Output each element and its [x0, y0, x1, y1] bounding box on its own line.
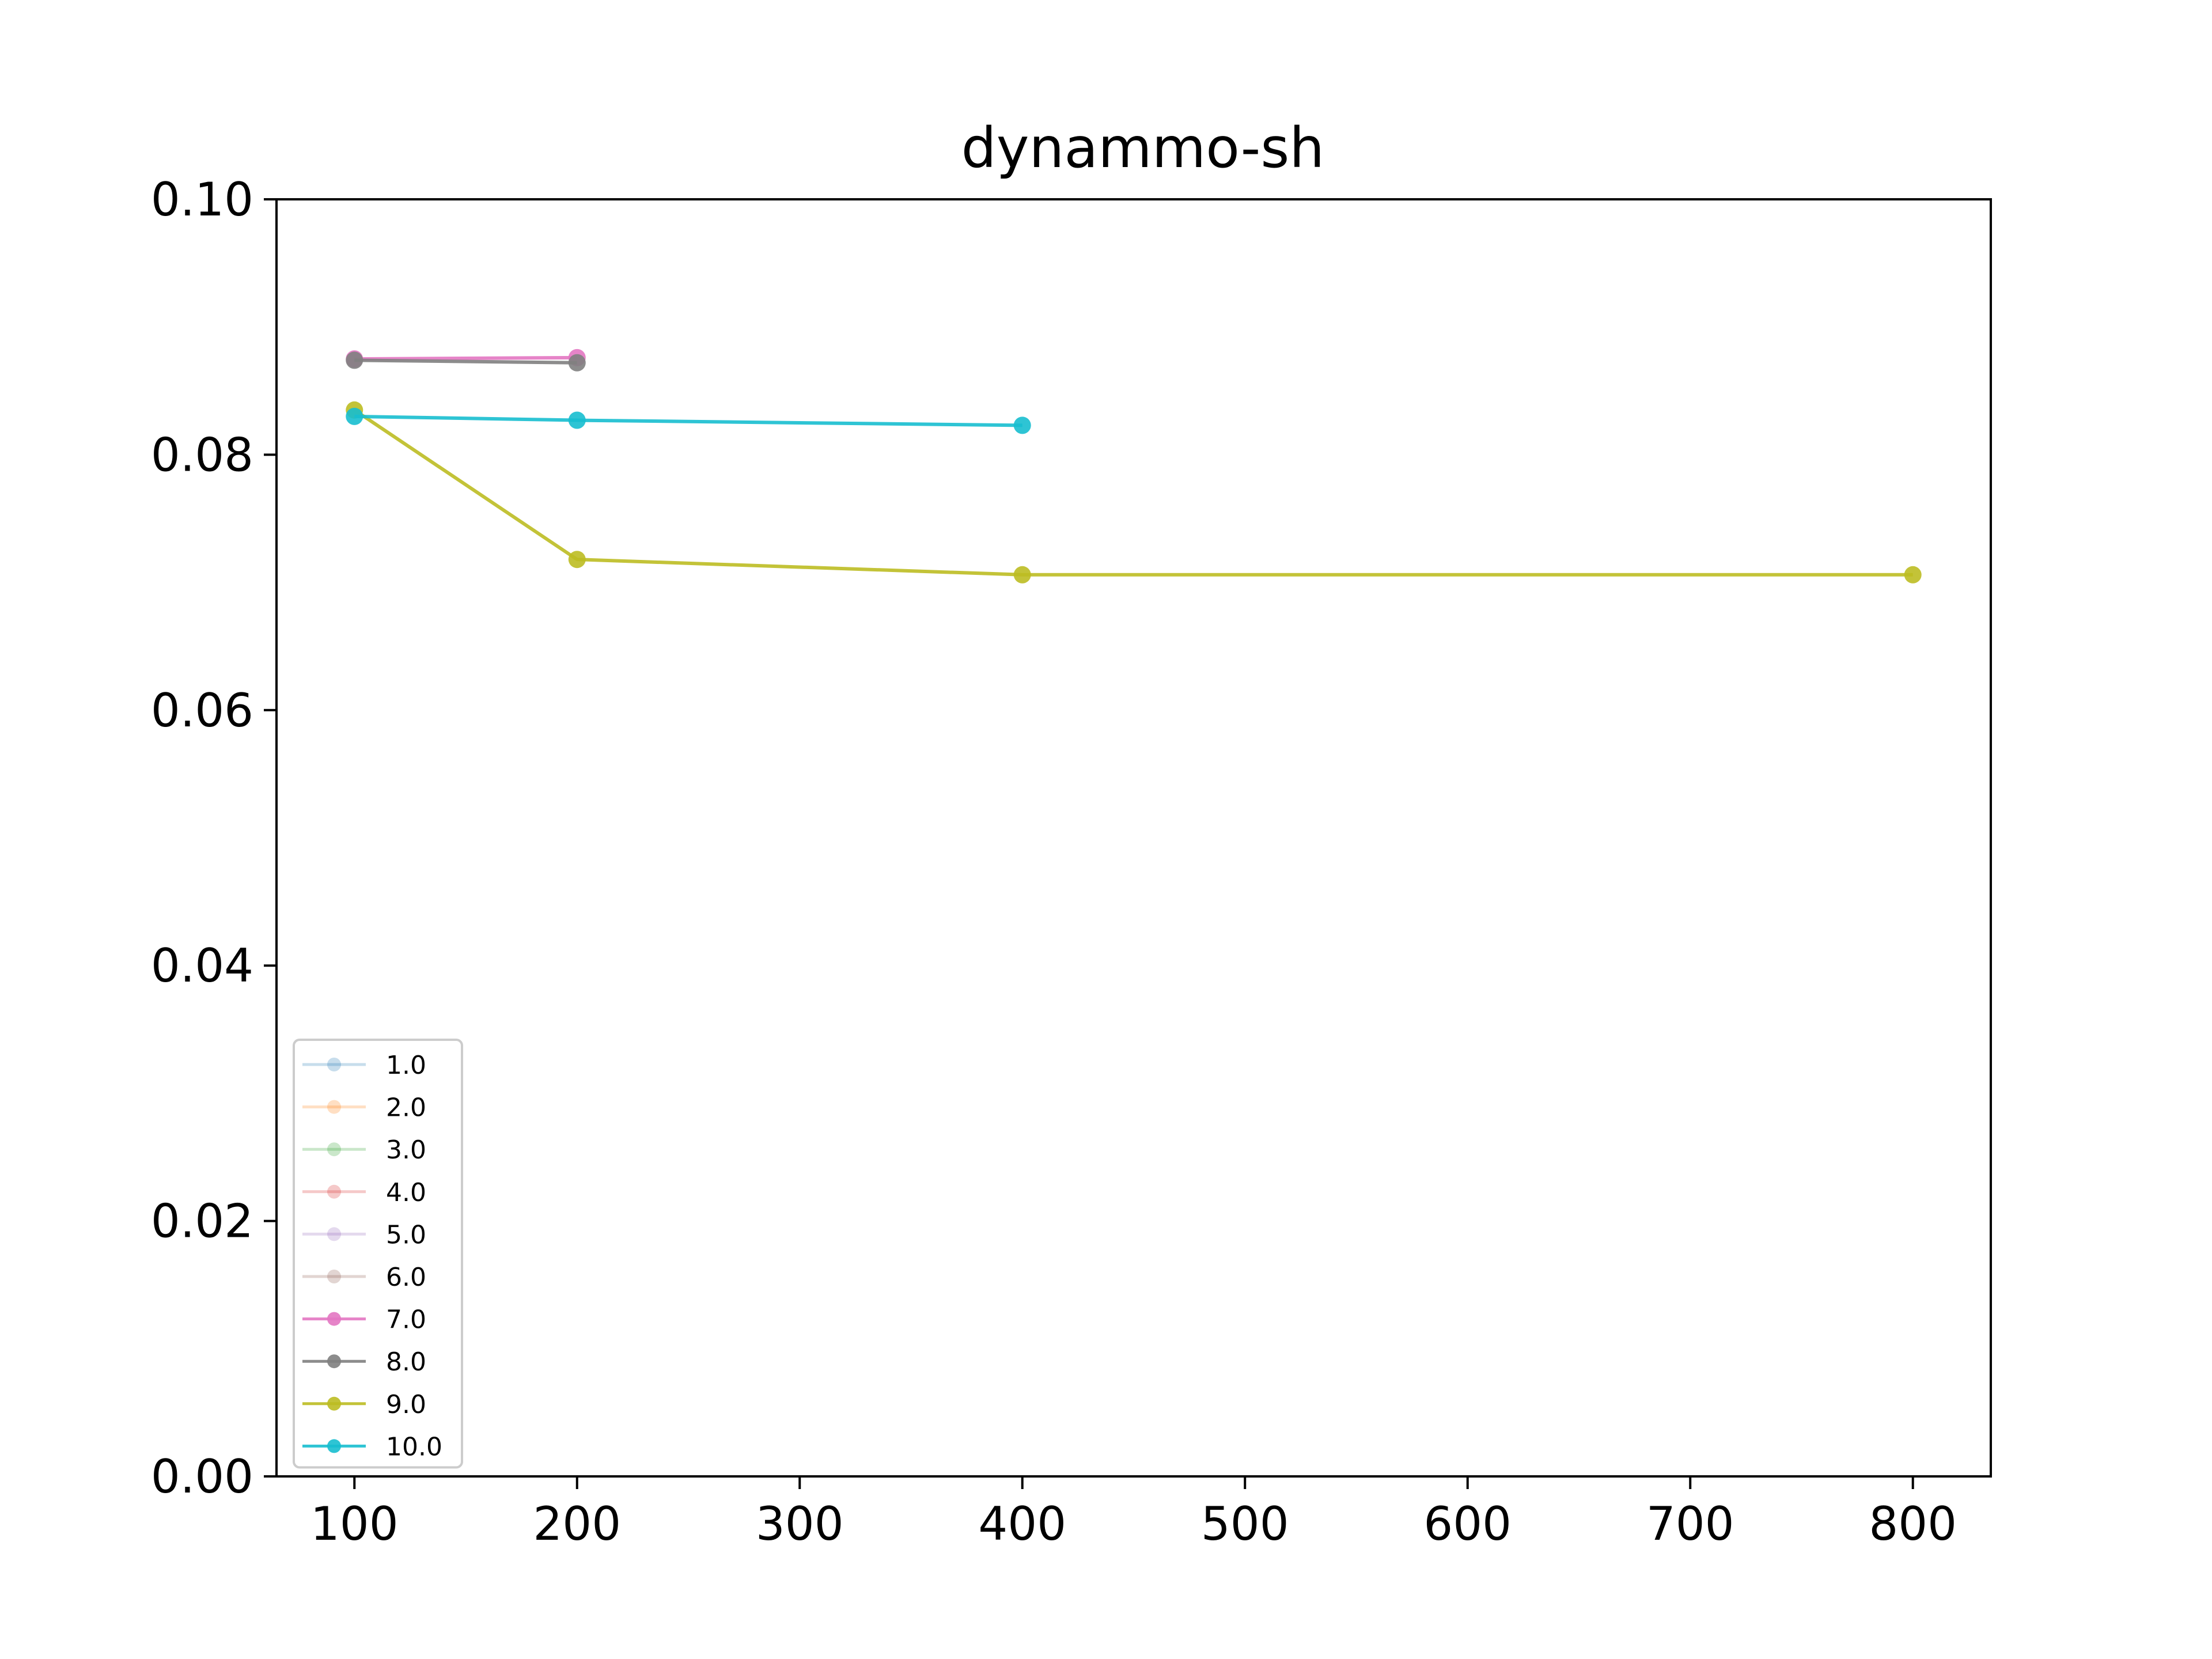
legend-swatch-marker	[327, 1312, 341, 1326]
x-tick-label: 700	[1646, 1497, 1734, 1551]
data-point	[1013, 416, 1031, 434]
legend-swatch-marker	[327, 1100, 341, 1114]
data-point	[568, 551, 586, 569]
legend-swatch-marker	[327, 1227, 341, 1241]
x-tick-label: 100	[310, 1497, 399, 1551]
y-tick-label: 0.00	[151, 1450, 253, 1503]
data-point	[346, 407, 363, 425]
x-tick-label: 800	[1869, 1497, 1957, 1551]
x-tick-label: 400	[978, 1497, 1066, 1551]
series-line-10.0	[354, 414, 1022, 427]
legend-swatch-marker	[327, 1142, 341, 1157]
legend-label: 4.0	[386, 1178, 426, 1207]
legend-label: 2.0	[386, 1093, 426, 1123]
x-tick-label: 600	[1423, 1497, 1512, 1551]
y-tick-label: 0.06	[151, 684, 253, 737]
data-point	[568, 354, 586, 372]
legend-label: 5.0	[386, 1220, 426, 1249]
legend-label: 10.0	[386, 1432, 442, 1461]
legend: 1.0 2.0 3.0 4.0 5.0 6.0 7.0 8.0 9.0 10.0	[293, 1039, 463, 1469]
legend-swatch-marker	[327, 1354, 341, 1369]
legend-label: 3.0	[386, 1135, 426, 1165]
data-point	[1904, 566, 1922, 584]
x-tick-label: 300	[756, 1497, 844, 1551]
data-point	[568, 411, 586, 429]
legend-label: 1.0	[386, 1051, 426, 1080]
legend-label: 9.0	[386, 1390, 426, 1419]
y-tick-label: 0.02	[151, 1195, 253, 1248]
legend-swatch-marker	[327, 1439, 341, 1453]
legend-swatch-marker	[327, 1396, 341, 1411]
legend-swatch-marker	[327, 1058, 341, 1071]
legend-label: 6.0	[386, 1263, 426, 1292]
legend-label: 8.0	[386, 1347, 426, 1377]
series-line-9.0	[353, 408, 1913, 577]
data-point	[1013, 566, 1031, 584]
plot-frame	[275, 198, 1992, 1478]
series-line-8.0	[354, 358, 577, 365]
legend-swatch-marker	[327, 1270, 341, 1283]
x-tick-label: 200	[533, 1497, 621, 1551]
legend-swatch-marker	[327, 1184, 341, 1199]
y-tick-label: 0.10	[151, 173, 253, 226]
legend-label: 7.0	[386, 1305, 426, 1335]
y-tick-label: 0.08	[151, 428, 253, 482]
data-point	[346, 351, 363, 369]
series-line-7.0	[354, 355, 577, 361]
y-tick-label: 0.04	[151, 939, 253, 993]
chart-title: dynammo-sh	[961, 116, 1324, 180]
x-tick-label: 500	[1201, 1497, 1289, 1551]
